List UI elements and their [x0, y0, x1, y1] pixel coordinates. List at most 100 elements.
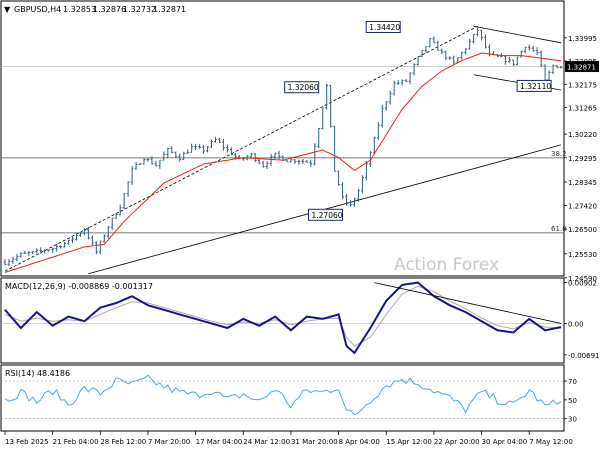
- open-value: 1.32853: [63, 5, 96, 14]
- candle: [555, 65, 559, 69]
- price-label-text: 1.34420: [369, 23, 400, 32]
- candle: [75, 234, 78, 241]
- candle: [361, 175, 364, 194]
- candle: [392, 80, 396, 96]
- candle: [420, 49, 424, 58]
- macd-signal-line: [4, 285, 562, 347]
- candle: [559, 66, 563, 69]
- symbol-header: ▼ GBPUSD,H4 1.32853 1.32876 1.32732 1.32…: [4, 5, 186, 14]
- price-panel-frame: [0, 0, 565, 277]
- watermark: Action Forex: [394, 255, 499, 275]
- candle: [357, 188, 360, 202]
- candle: [19, 252, 23, 258]
- candle: [206, 146, 209, 153]
- candle: [198, 144, 201, 149]
- candle: [464, 48, 468, 55]
- candle: [39, 247, 43, 254]
- candle: [452, 55, 456, 65]
- candle: [7, 259, 11, 267]
- candle: [71, 237, 74, 244]
- candle: [63, 241, 66, 248]
- candle: [444, 50, 448, 61]
- candle: [241, 157, 245, 161]
- candle: [511, 59, 515, 67]
- candle: [380, 105, 384, 128]
- current-price-tag: [565, 61, 599, 73]
- candle: [158, 159, 162, 169]
- candle: [90, 235, 94, 246]
- candle: [222, 138, 225, 151]
- candle: [162, 151, 166, 161]
- x-tick-label: 28 Feb 12:00: [100, 438, 146, 446]
- candle: [51, 247, 55, 253]
- price-label-text: 1.27060: [312, 211, 343, 220]
- candle: [412, 63, 416, 76]
- macd-trendline: [374, 282, 562, 324]
- candle: [376, 122, 380, 141]
- candle: [150, 156, 154, 165]
- candle: [214, 136, 217, 143]
- candle: [341, 182, 344, 200]
- candle: [114, 213, 118, 219]
- current-price-text: 1.32871: [567, 64, 596, 72]
- candle: [67, 239, 70, 245]
- candle: [333, 125, 337, 172]
- candle: [416, 56, 420, 66]
- price-tick-label: 1.29295: [568, 155, 597, 163]
- price-tick-label: 1.32175: [568, 81, 597, 89]
- candle: [353, 197, 356, 207]
- candle: [515, 56, 519, 66]
- price-tick-label: 1.25530: [568, 251, 597, 259]
- rsi-tick-label: 50: [568, 397, 577, 405]
- price-tick-label: 1.28345: [568, 179, 597, 187]
- candle: [186, 149, 190, 154]
- candle: [174, 151, 178, 159]
- candle: [424, 46, 428, 53]
- macd-tick-label: 0.00: [568, 320, 584, 328]
- macd-title: MACD(12,26,9) -0.008869 -0.001317: [5, 282, 153, 291]
- candle: [170, 146, 174, 154]
- candle: [329, 85, 333, 128]
- candle: [519, 50, 523, 58]
- candle: [309, 159, 313, 168]
- candle: [166, 147, 170, 158]
- candle: [460, 51, 464, 60]
- candle: [43, 249, 47, 254]
- candle: [484, 34, 487, 49]
- rsi-panel-frame: [0, 364, 565, 432]
- candle: [94, 241, 98, 255]
- candle: [35, 248, 39, 254]
- x-tick-label: 24 Mar 12:00: [243, 438, 290, 446]
- candle: [337, 170, 340, 186]
- candle: [106, 225, 110, 239]
- candle: [31, 250, 35, 255]
- price-label-text: 1.32060: [288, 83, 319, 92]
- candle: [11, 256, 15, 265]
- candle: [98, 240, 102, 255]
- candle: [507, 56, 511, 63]
- candle: [551, 64, 555, 75]
- candle: [59, 245, 62, 249]
- rsi-title: RSI(14) 48.4186: [5, 369, 70, 378]
- close-value: 1.32871: [153, 5, 186, 14]
- rsi-line: [4, 374, 562, 416]
- candle: [122, 193, 126, 210]
- candle: [233, 152, 237, 160]
- price-tick-label: 1.26500: [568, 226, 597, 234]
- candle: [428, 38, 432, 48]
- x-tick-label: 8 Apr 04:00: [339, 438, 380, 446]
- candle: [317, 127, 321, 149]
- candle: [547, 70, 551, 82]
- candle: [182, 151, 186, 160]
- candle: [194, 143, 198, 151]
- candle: [468, 38, 472, 50]
- candle: [297, 159, 301, 165]
- price-label-text: 1.32110: [520, 82, 551, 91]
- candle: [190, 143, 194, 153]
- candle: [388, 90, 392, 105]
- candle: [440, 48, 444, 55]
- candle: [87, 226, 90, 240]
- candle: [408, 72, 412, 85]
- symbol-collapse-icon[interactable]: ▼: [4, 5, 11, 14]
